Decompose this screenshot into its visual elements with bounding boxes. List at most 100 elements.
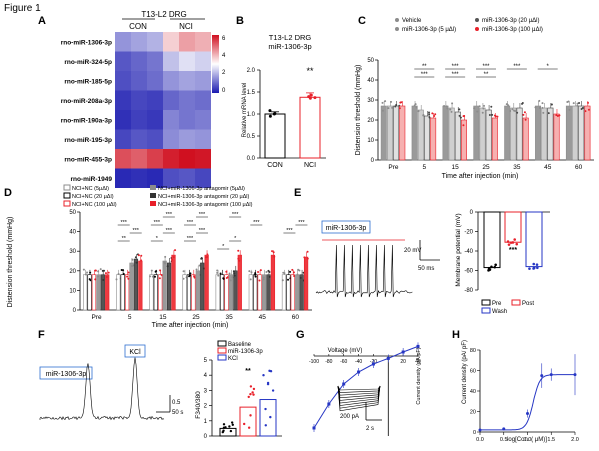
data-point <box>507 104 510 107</box>
data-point <box>307 95 311 99</box>
data-point <box>395 103 398 106</box>
data-point <box>394 105 397 108</box>
data-point <box>268 275 271 278</box>
heatmap-cell <box>163 168 179 188</box>
significance-label: *** <box>166 228 173 234</box>
heatmap-row-labels: rno-miR-1306-3p rno-miR-324-5p rno-miR-185… <box>61 39 113 183</box>
y-tick-label: 40 <box>470 389 476 395</box>
bar <box>479 107 486 161</box>
data-point <box>230 421 234 424</box>
data-point <box>105 275 108 278</box>
data-point <box>289 270 292 273</box>
heatmap-cell <box>115 51 131 71</box>
significance-label: ** <box>245 368 251 375</box>
chart-c-xlabel: Time after injection (min) <box>442 173 519 180</box>
data-point <box>390 100 393 103</box>
data-point <box>547 112 550 115</box>
bar <box>204 254 209 311</box>
significance-label: *** <box>121 220 128 226</box>
bar <box>186 274 192 311</box>
bar <box>191 274 196 311</box>
legend-item: KCl <box>228 356 238 362</box>
x-tick-label: -100 <box>309 359 319 365</box>
heatmap-row-label: rno-miR-190a-3p <box>61 117 112 124</box>
scale-bar-mv: 20 mV <box>404 248 421 254</box>
data-point <box>303 256 306 259</box>
data-point <box>150 269 153 272</box>
chart-b-bars <box>264 92 321 159</box>
bar <box>485 109 492 161</box>
heatmap-cell <box>115 32 131 52</box>
heatmap-cell <box>163 129 179 149</box>
bar <box>239 406 257 437</box>
bar <box>491 117 498 161</box>
data-point <box>271 250 274 253</box>
bar <box>303 256 309 311</box>
data-point <box>200 257 203 260</box>
data-point <box>94 278 97 281</box>
data-point <box>154 270 157 273</box>
data-point <box>391 106 394 109</box>
data-point <box>521 102 524 105</box>
heatmap-cell <box>195 32 211 52</box>
data-point <box>572 102 575 105</box>
chart-b-title-2: miR-1306-3p <box>268 42 311 51</box>
data-point <box>222 423 226 426</box>
significance-label: * <box>547 64 550 70</box>
heatmap-cell <box>163 71 179 91</box>
panel-letter-c: C <box>358 15 366 27</box>
chart-h-plot: 0 20 40 60 80 0.0 0.5 1.0 1.5 2.0 <box>470 348 579 443</box>
data-point <box>507 243 511 246</box>
data-point <box>462 124 465 127</box>
bar <box>138 260 143 311</box>
data-point <box>458 108 461 111</box>
bar <box>535 105 542 161</box>
data-point <box>523 111 526 114</box>
bar <box>553 113 560 161</box>
data-point <box>398 107 401 110</box>
significance-label: *** <box>199 228 206 234</box>
panel-letter-a: A <box>38 15 46 27</box>
bar <box>237 254 242 311</box>
x-tick-label: Pre <box>388 164 399 171</box>
bar <box>386 105 393 161</box>
heatmap-row-label: rno-miR-185-5p <box>64 78 112 85</box>
current-trace <box>337 385 381 404</box>
data-point <box>524 118 527 121</box>
data-point <box>273 255 276 258</box>
bar <box>417 109 424 161</box>
heatmap-row-label: rno-miR-1949 <box>70 176 112 183</box>
legend-item: Baseline <box>228 342 252 348</box>
bar <box>448 107 455 161</box>
x-tick-label: 45 <box>259 314 267 321</box>
panel-letter-d: D <box>4 187 12 199</box>
y-tick-label: 1.5 <box>247 90 256 96</box>
bar <box>454 111 461 161</box>
bar <box>264 113 286 159</box>
data-point <box>292 271 295 274</box>
scale-bar-ms: 50 ms <box>418 266 434 272</box>
heatmap-cell <box>195 90 211 110</box>
heatmap-cell <box>115 90 131 110</box>
data-point <box>217 274 220 277</box>
x-tick-label: 5 <box>128 314 132 321</box>
panel-letter-h: H <box>452 329 460 341</box>
data-point <box>89 271 92 274</box>
trace-e-label: miR-1306-3p <box>326 225 367 232</box>
significance-label: *** <box>187 220 194 226</box>
significance-label: *** <box>509 247 517 254</box>
bar <box>393 105 400 161</box>
data-point <box>535 263 539 266</box>
data-point <box>182 277 185 280</box>
data-point <box>107 271 110 274</box>
heatmap-cell <box>179 32 195 52</box>
data-point <box>233 274 236 277</box>
data-point <box>272 112 276 116</box>
bar <box>295 274 300 311</box>
data-point <box>149 275 152 278</box>
data-point <box>254 273 257 276</box>
data-point <box>291 268 294 271</box>
data-point <box>381 101 384 104</box>
heatmap-cells <box>115 32 211 188</box>
heatmap-cell <box>179 90 195 110</box>
